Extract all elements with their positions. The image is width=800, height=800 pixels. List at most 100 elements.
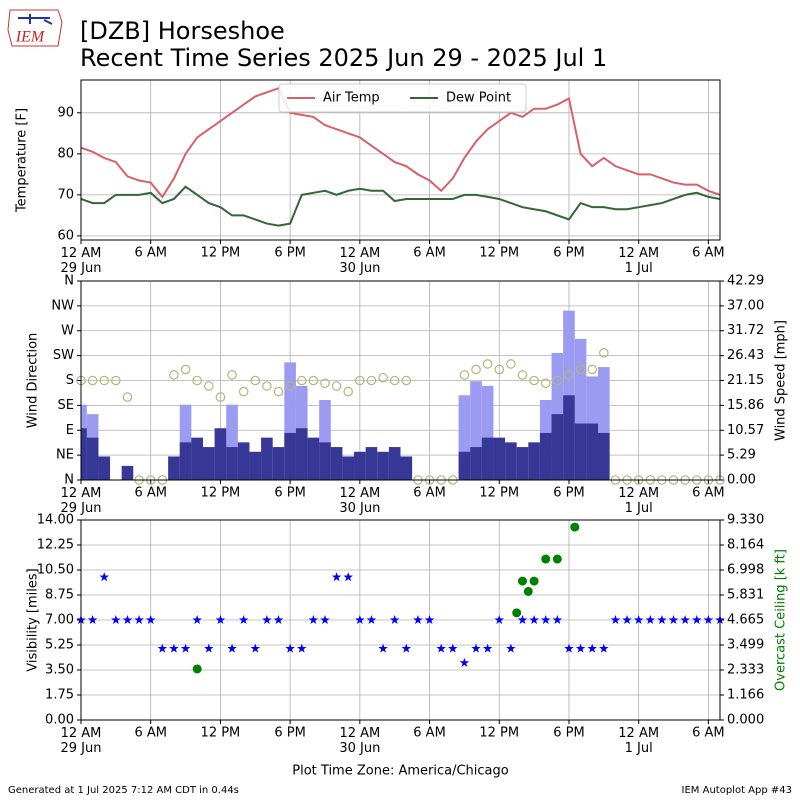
point [192,664,202,674]
point [366,615,377,625]
bar [319,442,331,480]
y2-tick-label: 15.86 [727,398,764,413]
bar [574,338,587,480]
point [308,615,319,625]
y2-tick-label: 5.831 [727,588,764,603]
y-tick-label: 80 [57,146,74,161]
bar [261,437,273,480]
frame [80,519,721,721]
plot-area [81,86,720,227]
x-tick-label: 12 AM 30 Jun [339,246,380,276]
point [401,375,412,386]
point [122,392,133,402]
point [262,615,272,625]
x-tick-label: 12 AM 1 Jul [618,726,659,756]
x-tick-label: 12 AM 1 Jul [618,486,659,516]
point [645,615,656,625]
point [413,615,423,625]
bar [377,451,389,480]
point [273,615,284,625]
point [517,615,528,625]
point [250,375,261,386]
bar [226,404,238,480]
y2-axis-label: Wind Speed [mph] [774,320,789,441]
y2-tick-label: 4.665 [727,613,764,628]
y2-tick-label: 5.29 [727,448,756,463]
x-tick-label: 6 AM [692,726,725,741]
point [599,348,609,358]
y-tick-label: S [66,373,74,388]
bar [470,447,482,480]
y-tick-label: 5.25 [45,638,74,653]
point [471,364,481,375]
point [564,370,574,380]
point [599,643,609,653]
logo-text: IEM [15,29,46,46]
panel: 12 AM 29 Jun 6 AM 12 PM 6 PM 12 AM 30 Jun 6 AM 1… [15,79,725,276]
point [587,643,597,653]
x-tick-label: 12 PM [201,246,241,261]
title: [DZB] Horseshoe [80,17,285,45]
point [575,643,586,653]
point [540,378,551,389]
y-axis-label: Visibility [miles] [26,568,41,671]
bar [202,447,215,480]
bar [563,395,575,480]
point [157,643,168,653]
point [471,643,481,653]
point [169,643,179,653]
bar [586,423,599,480]
x-tick-label: 6 PM [553,726,584,741]
bar [574,423,587,480]
y2-axis-label: Overcast Ceiling [k ft] [774,549,789,691]
point [401,643,412,653]
x-tick-label: 12 PM [201,726,241,741]
bar [458,395,471,480]
point [355,615,365,625]
panel: 12 AM 29 Jun 6 AM 12 PM 6 PM 12 AM 30 Jun 6 AM 1… [26,513,789,779]
bar [528,442,540,480]
x-tick-label: 12 AM 29 Jun [61,486,102,516]
y-tick-label: N [64,274,74,289]
x-tick-label: 6 AM [134,246,167,261]
x-tick-label: 6 PM [553,486,584,501]
legend-label: Air Temp [323,91,380,106]
point [355,375,365,386]
point [111,375,121,386]
y2-tick-label: 0.000 [727,713,764,728]
bar [481,437,494,480]
bar [191,437,203,480]
point [204,643,214,653]
point [657,615,667,625]
point [308,375,319,386]
y2-tick-label: 10.57 [727,423,764,438]
bar [598,367,610,480]
point [134,615,144,625]
point [482,643,493,653]
x-tick-label: 12 PM [479,246,519,261]
point [587,364,597,375]
point [111,615,121,625]
y2-tick-label: 1.166 [727,688,764,703]
point [378,372,388,383]
y-tick-label: 12.25 [37,538,74,553]
point [378,643,388,653]
bar [226,447,238,480]
x-tick-label: 6 AM [413,486,446,501]
bar [516,447,529,480]
point [169,370,179,380]
bar [307,437,320,480]
bar [284,362,296,480]
frame [80,79,721,241]
x-tick-label: 6 AM [692,486,725,501]
footer-right: IEM Autoplot App #43 [682,785,792,796]
point [570,522,580,532]
point [436,643,446,653]
y2-tick-label: 3.499 [727,637,764,652]
x-tick-label: 6 AM [134,726,167,741]
bar [481,385,494,480]
point [273,386,284,397]
bar [598,432,610,480]
bar [319,400,331,480]
